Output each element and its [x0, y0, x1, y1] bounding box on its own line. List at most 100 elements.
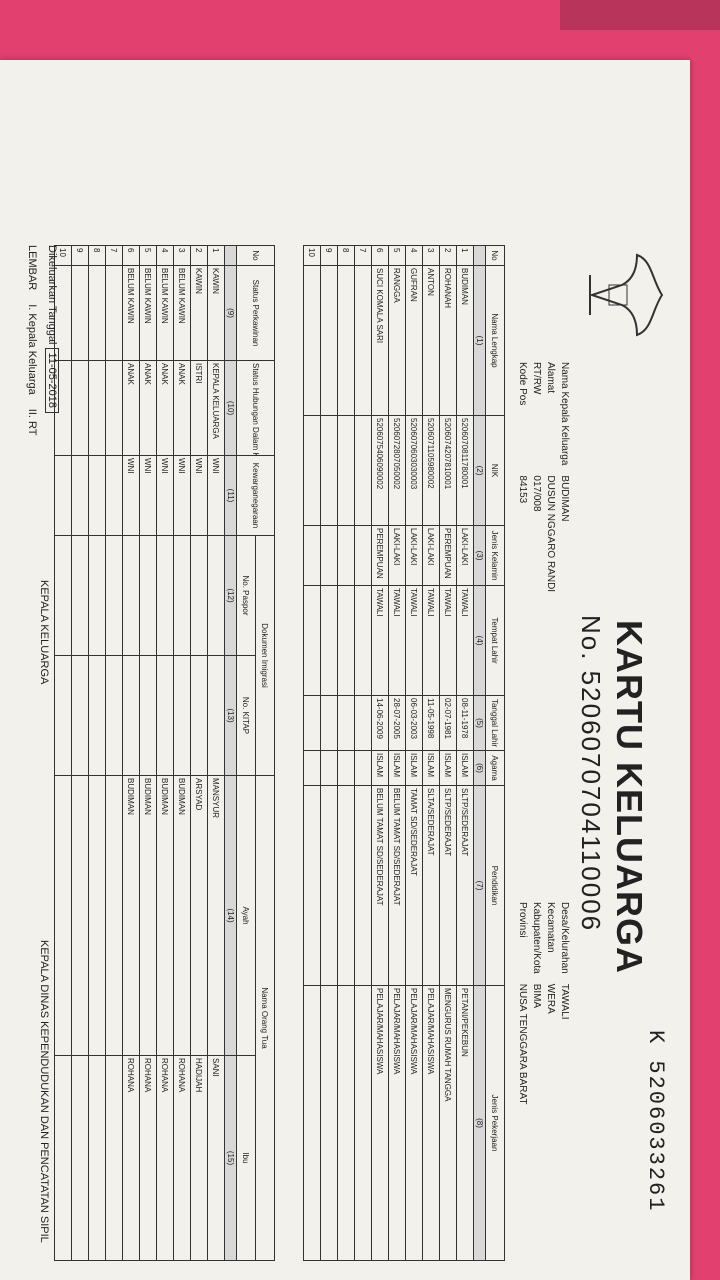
cell — [320, 750, 338, 786]
cell — [337, 985, 355, 1261]
cell: ROHANAH — [439, 265, 457, 416]
cell: 06-03-2003 — [405, 695, 423, 751]
cell — [54, 655, 72, 776]
cell: 3 — [173, 245, 191, 266]
cell — [54, 455, 72, 536]
cell — [320, 525, 338, 586]
status-row: 4 BELUM KAWIN ANAK WNI BUDIMAN ROHANA — [156, 245, 174, 1261]
cell: 28-07-2005 — [388, 695, 406, 751]
column-header: No. Paspor — [236, 535, 256, 656]
cell: BELUM KAWIN — [173, 265, 191, 361]
background-corner — [560, 0, 720, 30]
member-row: 9 — [320, 245, 338, 1261]
cell — [88, 455, 106, 536]
fields-right: Desa/Kelurahan TAWALI Kecamatan WERA Kabupat… — [514, 900, 572, 1115]
cell: 5206070603030003 — [405, 415, 423, 526]
column-header: No — [236, 245, 275, 266]
member-row: 4 GUFRAN 5206070603030003 LAKI-LAKI TAWALI 06… — [405, 245, 423, 1261]
cell: ROHANA — [173, 1055, 191, 1261]
cell: BELUM TAMAT SD/SEDERAJAT — [371, 785, 389, 986]
cell — [354, 750, 372, 786]
cell — [88, 1055, 106, 1261]
cell: SANI — [207, 1055, 225, 1261]
cell — [303, 985, 321, 1261]
field-label: Kecamatan — [545, 902, 556, 953]
cell: 6 — [122, 245, 140, 266]
cell — [122, 535, 140, 656]
cell: ISLAM — [371, 750, 389, 786]
column-header: Status Hubungan Dalam Keluarga — [236, 360, 275, 456]
column-header: Agama — [485, 750, 505, 786]
column-header: Jenis Kelamin — [485, 525, 505, 586]
cell — [337, 695, 355, 751]
status-row: 9 — [71, 245, 89, 1261]
cell: ISLAM — [456, 750, 474, 786]
cell — [303, 785, 321, 986]
cell — [190, 535, 208, 656]
cell — [139, 655, 157, 776]
cell — [88, 775, 106, 1056]
cell: ANAK — [139, 360, 157, 456]
cell: PEREMPUAN — [371, 525, 389, 586]
status-row: 7 — [105, 245, 123, 1261]
cell: LAKI-LAKI — [422, 525, 440, 586]
cell: 9 — [71, 245, 89, 266]
cell: 5206071105980002 — [422, 415, 440, 526]
cell — [54, 535, 72, 656]
cell: ISLAM — [422, 750, 440, 786]
cell: MANSYUR — [207, 775, 225, 1056]
cell: 02-07-1981 — [439, 695, 457, 751]
cell: BUDIMAN — [456, 265, 474, 416]
column-header: Tempat Lahir — [485, 585, 505, 696]
column-header: Ibu — [236, 1055, 256, 1261]
cell: TAWALI — [456, 585, 474, 696]
cell: 14-06-2009 — [371, 695, 389, 751]
column-number: (13) — [224, 655, 237, 776]
cell: TAWALI — [388, 585, 406, 696]
cell — [105, 265, 123, 361]
cell — [71, 360, 89, 456]
cell: PEREMPUAN — [439, 525, 457, 586]
lembar-item: II. RT — [26, 408, 38, 436]
cell — [54, 1055, 72, 1261]
cell: TAWALI — [371, 585, 389, 696]
column-number: (4) — [473, 585, 486, 696]
cell: ARSYAD — [190, 775, 208, 1056]
cell: 5 — [139, 245, 157, 266]
member-row: 5 RANGGA 5206072807050002 LAKI-LAKI TAWALI 28… — [388, 245, 406, 1261]
field-value: NUSA TENGGARA BARAT — [517, 983, 528, 1105]
cell: WNI — [122, 455, 140, 536]
cell — [122, 655, 140, 776]
cell — [88, 265, 106, 361]
field-value: TAWALI — [559, 983, 570, 1020]
cell — [303, 585, 321, 696]
status-row: 8 — [88, 245, 106, 1261]
field-label: Kabupaten/Kota — [531, 902, 542, 974]
cell: LAKI-LAKI — [456, 525, 474, 586]
cell — [207, 535, 225, 656]
cell: 1 — [456, 245, 474, 266]
field-value: DUSUN NGGARO RANDI — [545, 475, 556, 593]
column-number-row: (9) (10) (11) (12) (13) (14) (15) — [224, 245, 237, 1261]
cell: BUDIMAN — [122, 775, 140, 1056]
card-number: No. 5206070704110006 — [576, 615, 606, 933]
cell: BELUM KAWIN — [139, 265, 157, 361]
field-value: 84153 — [517, 475, 528, 504]
cell: 2 — [439, 245, 457, 266]
cell: LAKI-LAKI — [388, 525, 406, 586]
sign-left: KEPALA KELUARGA — [38, 580, 50, 685]
cell — [105, 655, 123, 776]
column-header: Ayah — [236, 775, 256, 1056]
cell — [139, 535, 157, 656]
cell: KEPALA KELUARGA — [207, 360, 225, 456]
cell: GUFRAN — [405, 265, 423, 416]
column-header: Jenis Pekerjaan — [485, 985, 505, 1261]
cell: 8 — [337, 245, 355, 266]
column-number: (5) — [473, 695, 486, 751]
cell: 5206072807050002 — [388, 415, 406, 526]
cell: 4 — [405, 245, 423, 266]
cell: 8 — [88, 245, 106, 266]
cell: 08-11-1978 — [456, 695, 474, 751]
field-value: BUDIMAN — [559, 475, 570, 522]
cell — [337, 415, 355, 526]
